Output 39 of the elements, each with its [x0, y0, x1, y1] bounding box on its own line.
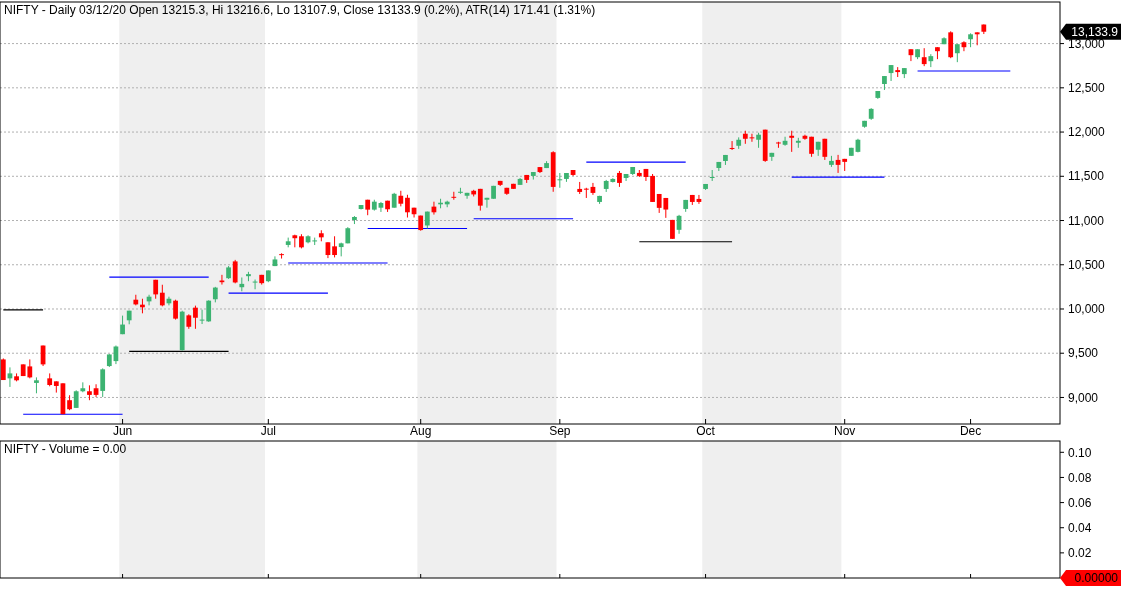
- candlestick: [159, 284, 165, 307]
- x-tick-label: Jun: [112, 424, 133, 438]
- x-tick-label: Dec: [959, 424, 982, 438]
- candlestick: [279, 252, 284, 260]
- y-tick-label: 9,500: [1068, 346, 1099, 361]
- y-tick-label: 12,000: [1068, 125, 1106, 140]
- candlestick: [100, 367, 106, 398]
- x-tick-label: Nov: [834, 424, 856, 438]
- y-tick-label: 0.10: [1068, 445, 1092, 460]
- chart-title: NIFTY - Daily 03/12/20 Open 13215.3, Hi 13216.6, Lo 13107.9, Close 13133.9 (0.2%), ATR(14) 171.41 (1.31%): [4, 3, 596, 17]
- y-tick-label: 9,000: [1068, 390, 1099, 405]
- text: 13,133.9: [1071, 24, 1119, 39]
- x-tick-label: Sep: [549, 424, 571, 438]
- candlestick: [709, 169, 715, 182]
- y-tick-label: 10,500: [1068, 257, 1106, 272]
- y-tick-label: 0.06: [1068, 495, 1092, 510]
- y-tick-label: 13,000: [1068, 36, 1106, 51]
- candlestick: [332, 235, 337, 258]
- candlestick: [378, 201, 384, 213]
- chart-title: NIFTY - Volume = 0.00: [4, 442, 127, 456]
- y-tick-label: 0.02: [1068, 546, 1092, 561]
- y-tick-label: 0.04: [1068, 520, 1092, 535]
- y-tick-label: 11,500: [1068, 169, 1105, 184]
- y-tick-label: 12,500: [1068, 81, 1106, 96]
- candlestick: [583, 187, 589, 199]
- x-tick-label: Oct: [696, 424, 716, 438]
- y-tick-label: 0.08: [1068, 470, 1092, 485]
- x-tick-label: Aug: [410, 424, 432, 438]
- y-tick-label: 10,000: [1068, 302, 1106, 317]
- text: 0.00000: [1074, 571, 1119, 586]
- candlestick: [789, 130, 795, 153]
- candlestick: [405, 194, 410, 219]
- candlestick: [193, 305, 198, 330]
- candlestick: [173, 299, 178, 321]
- candlestick: [557, 172, 563, 189]
- y-tick-label: 11,000: [1068, 213, 1105, 228]
- x-tick-label: Jul: [260, 424, 276, 438]
- candlestick: [232, 259, 238, 284]
- candlestick: [206, 299, 212, 323]
